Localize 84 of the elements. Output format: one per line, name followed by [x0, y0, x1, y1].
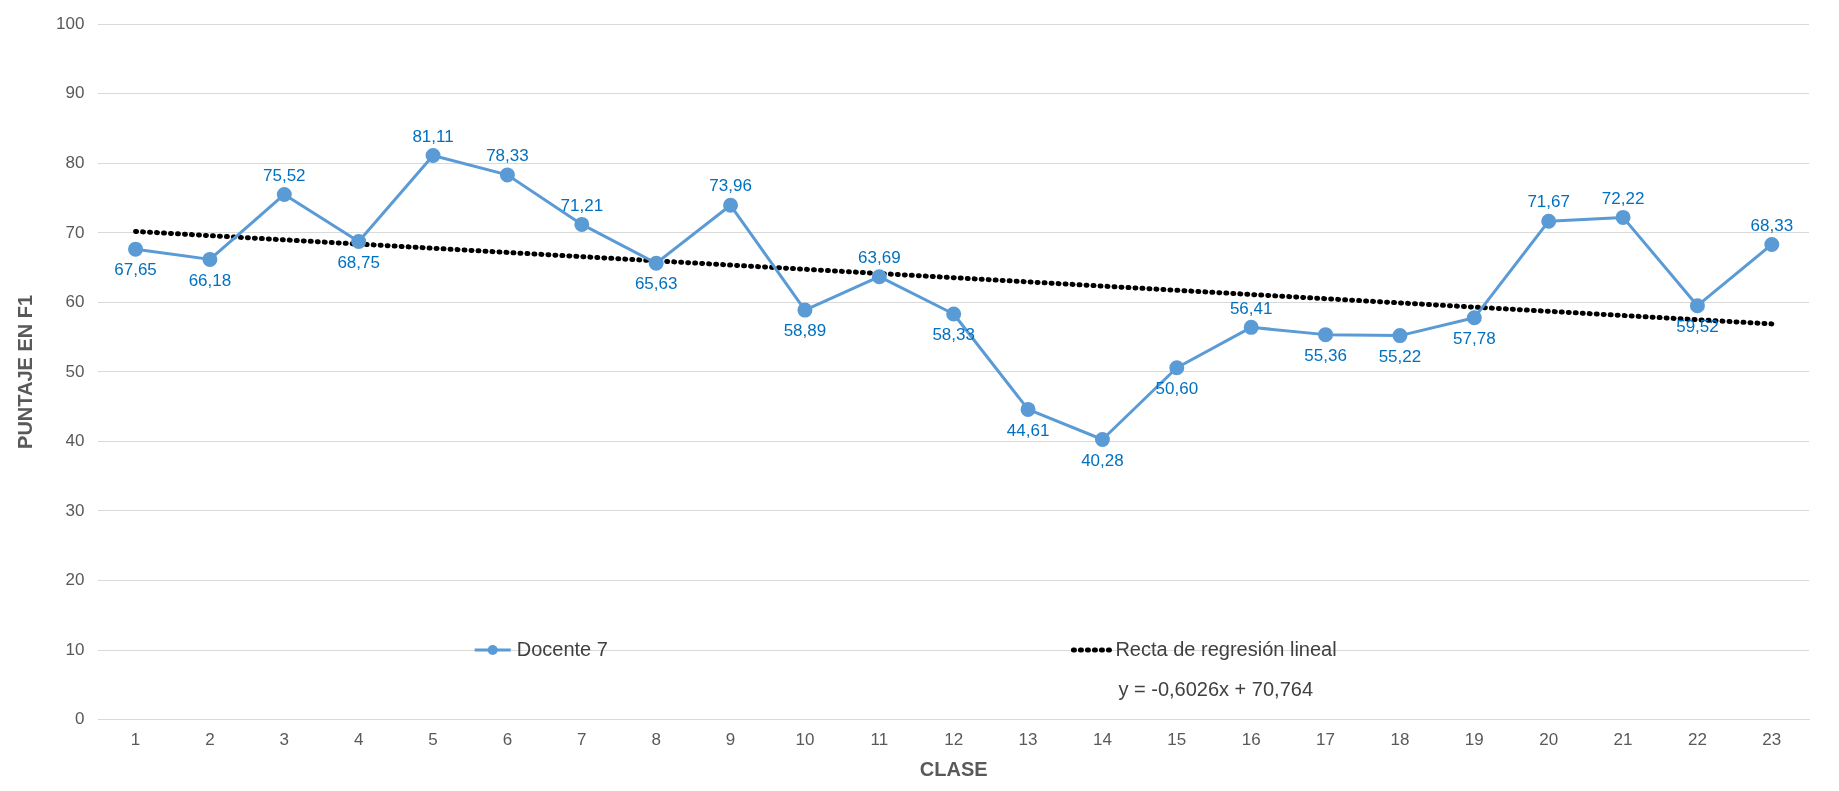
point [1318, 327, 1334, 343]
data-label: 57,78 [1453, 328, 1496, 348]
legend-label: Docente 7 [516, 637, 608, 660]
data-label: 56,41 [1229, 298, 1273, 318]
data-label: 55,36 [1304, 345, 1347, 365]
data-label: 73,96 [709, 176, 752, 196]
x-tick-label: 4 [353, 730, 364, 750]
y-tick-label: 20 [65, 570, 85, 590]
data-label: 67,65 [114, 260, 157, 280]
legend-label: Recta de regresión lineal [1115, 637, 1337, 660]
x-tick-label: 9 [725, 730, 736, 750]
y-tick-label: 60 [65, 292, 85, 312]
x-tick-label: 21 [1613, 730, 1633, 750]
y-tick-label: 0 [74, 709, 85, 729]
point [797, 302, 813, 318]
point [648, 255, 664, 271]
data-label: 65,63 [634, 274, 678, 294]
y-tick-label: 50 [65, 361, 85, 381]
x-tick-label: 10 [795, 730, 815, 750]
x-tick-label: 2 [205, 730, 215, 750]
x-tick-label: 13 [1018, 730, 1038, 750]
x-tick-label: 8 [651, 730, 661, 750]
data-label: 66,18 [188, 270, 232, 290]
point [1243, 319, 1259, 335]
x-tick-label: 5 [428, 730, 438, 750]
y-tick-label: 40 [65, 431, 85, 451]
point [1689, 298, 1705, 314]
x-tick-label: 12 [944, 730, 964, 750]
data-label: 71,67 [1527, 192, 1570, 212]
point [1466, 310, 1482, 326]
x-tick-label: 17 [1316, 730, 1336, 750]
data-label: 68,33 [1750, 215, 1794, 235]
data-label: 40,28 [1081, 450, 1124, 470]
x-tick-label: 6 [502, 730, 513, 750]
point [946, 306, 962, 322]
data-label: 50,60 [1155, 378, 1199, 398]
point [1764, 236, 1780, 252]
point [499, 167, 515, 183]
y-tick-label: 10 [65, 639, 85, 659]
x-tick-label: 23 [1762, 730, 1782, 750]
x-tick-label: 19 [1464, 730, 1484, 750]
y-tick-label: 90 [65, 83, 85, 103]
y-tick-label: 100 [55, 13, 85, 33]
data-label: 58,89 [783, 321, 827, 341]
data-label: 75,52 [263, 165, 306, 185]
data-label: 55,22 [1378, 346, 1422, 366]
data-label: 71,21 [560, 195, 604, 215]
point [723, 197, 739, 213]
point [1094, 431, 1110, 447]
x-tick-label: 14 [1092, 730, 1112, 750]
x-tick-label: 22 [1687, 730, 1707, 750]
x-tick-label: 7 [577, 730, 587, 750]
x-tick-label: 15 [1167, 730, 1187, 750]
point [351, 234, 367, 250]
y-tick-label: 80 [65, 152, 85, 172]
point [1541, 213, 1557, 229]
y-tick-label: 70 [65, 222, 85, 242]
annotation: y = -0,6026x + 70,764 [1118, 677, 1314, 700]
point [1020, 401, 1036, 417]
x-axis-title: CLASE [919, 757, 988, 780]
data-label: 72,22 [1601, 188, 1645, 208]
x-tick-label: 1 [130, 730, 141, 750]
point [128, 241, 144, 257]
y-tick-label: 30 [65, 500, 85, 520]
point [1392, 328, 1408, 344]
point [276, 186, 292, 202]
point [202, 251, 218, 267]
x-tick-label: 11 [870, 730, 889, 750]
data-label: 59,52 [1676, 316, 1719, 336]
data-label: 78,33 [486, 146, 529, 166]
point [425, 148, 441, 164]
x-tick-label: 3 [279, 730, 290, 750]
data-label: 81,11 [412, 126, 454, 146]
y-axis-title: PUNTAJE EN F1 [13, 294, 36, 449]
point [871, 269, 887, 285]
x-tick-label: 18 [1390, 730, 1410, 750]
data-label: 44,61 [1006, 420, 1050, 440]
x-tick-label: 16 [1241, 730, 1261, 750]
data-label: 68,75 [337, 252, 380, 272]
data-label: 63,69 [858, 247, 901, 267]
point [1169, 360, 1185, 376]
point [574, 216, 590, 232]
x-tick-label: 20 [1539, 730, 1559, 750]
point [1615, 209, 1631, 225]
